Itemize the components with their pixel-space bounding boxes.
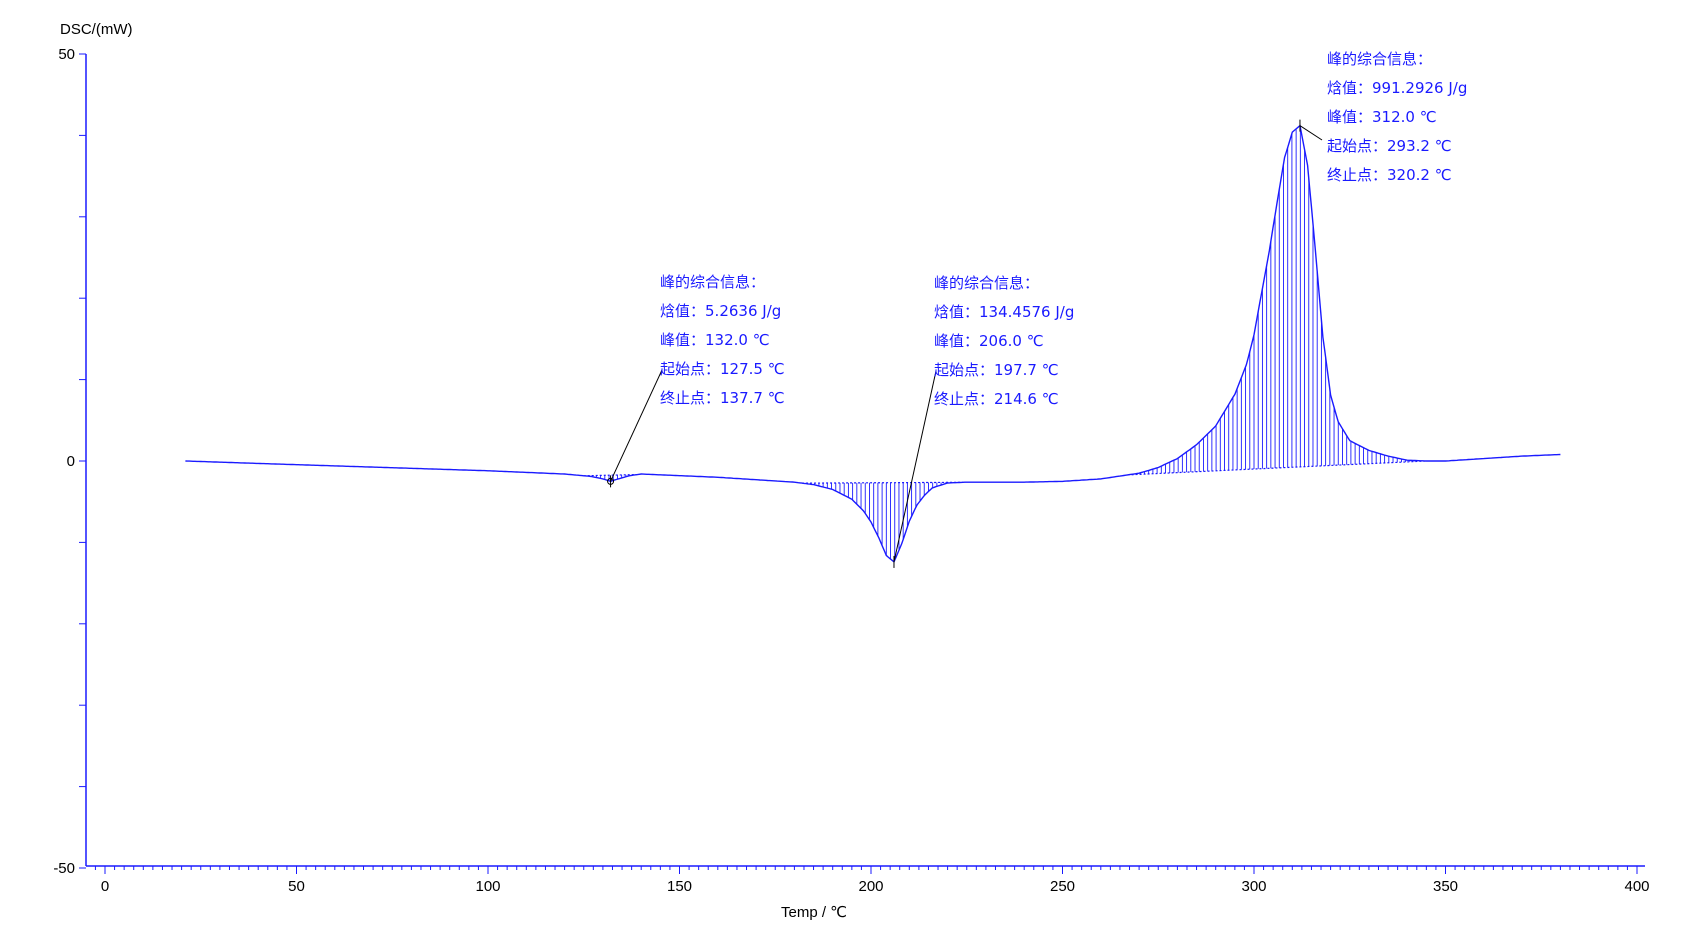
peak-onset: 起始点：197.7 ℃ <box>934 361 1059 379</box>
peak-heading-label: 峰的综合信息： <box>660 273 765 291</box>
peak-marker-circle <box>607 477 615 485</box>
x-tick-label: 0 <box>101 878 109 895</box>
peak-end-label: 终止点： <box>934 390 994 408</box>
integration-hatching <box>591 127 1415 561</box>
peak-enthalpy: 焓值：5.2636 J/g <box>660 302 781 320</box>
peak-enthalpy: 焓值：134.4576 J/g <box>934 303 1074 321</box>
peak-temperature: 峰值：312.0 ℃ <box>1327 108 1437 126</box>
dsc-curve <box>185 124 1561 564</box>
peak-onset-value: 293.2 ℃ <box>1387 137 1452 155</box>
peak-heading: 峰的综合信息： <box>934 274 1039 292</box>
peak-info-3: 峰的综合信息：焓值：991.2926 J/g峰值：312.0 ℃起始点：293.… <box>1299 50 1467 184</box>
peak-end-value: 320.2 ℃ <box>1387 166 1452 184</box>
peak-end-label: 终止点： <box>660 389 720 407</box>
y-axis-label: DSC/(mW) <box>60 21 132 38</box>
peak-temperature-value: 312.0 ℃ <box>1372 108 1437 126</box>
peak-enthalpy-value: 134.4576 J/g <box>979 303 1074 321</box>
peak-temperature-label: 峰值： <box>1327 108 1372 126</box>
baseline-1 <box>583 473 638 477</box>
x-tick-label: 150 <box>667 878 692 895</box>
peak-end: 终止点：320.2 ℃ <box>1327 166 1452 184</box>
peak-onset: 起始点：293.2 ℃ <box>1327 137 1452 155</box>
baseline-2 <box>802 481 963 484</box>
x-tick-label: 200 <box>858 878 883 895</box>
peak-end: 终止点：214.6 ℃ <box>934 390 1059 408</box>
peak-leader-line <box>610 369 663 482</box>
peak-end-label: 终止点： <box>1327 166 1387 184</box>
peak-temperature-label: 峰值： <box>934 332 979 350</box>
peak-enthalpy-label: 焓值： <box>660 302 705 320</box>
x-axis-label: Temp / ℃ <box>781 904 847 921</box>
peak-info-1: 峰的综合信息：焓值：5.2636 J/g峰值：132.0 ℃起始点：127.5 … <box>607 273 785 488</box>
axes <box>85 54 1645 867</box>
peak-temperature-value: 206.0 ℃ <box>979 332 1044 350</box>
peak-end: 终止点：137.7 ℃ <box>660 389 785 407</box>
tick-labels: 0 50 100 150 200 250 300 350 400 50 0 -50 <box>53 46 1649 895</box>
x-tick-label: 50 <box>288 878 305 895</box>
peak-heading-label: 峰的综合信息： <box>1327 50 1432 68</box>
peak-heading: 峰的综合信息： <box>660 273 765 291</box>
x-tick-label: 300 <box>1241 878 1266 895</box>
peak-leader-line <box>893 370 937 563</box>
peak-temperature-value: 132.0 ℃ <box>705 331 770 349</box>
peak-info-2: 峰的综合信息：焓值：134.4576 J/g峰值：206.0 ℃起始点：197.… <box>893 274 1074 568</box>
peak-onset: 起始点：127.5 ℃ <box>660 360 785 378</box>
peak-enthalpy-label: 焓值： <box>934 303 979 321</box>
peak-heading: 峰的综合信息： <box>1327 50 1432 68</box>
x-tick-label: 250 <box>1050 878 1075 895</box>
peak-onset-value: 127.5 ℃ <box>720 360 785 378</box>
peak-onset-value: 197.7 ℃ <box>994 361 1059 379</box>
peak-enthalpy-label: 焓值： <box>1327 79 1372 97</box>
peak-end-value: 214.6 ℃ <box>994 390 1059 408</box>
x-tick-label: 400 <box>1624 878 1649 895</box>
peak-annotations: 峰的综合信息：焓值：5.2636 J/g峰值：132.0 ℃起始点：127.5 … <box>607 50 1467 568</box>
peak-temperature: 峰值：132.0 ℃ <box>660 331 770 349</box>
peak-enthalpy: 焓值：991.2926 J/g <box>1327 79 1467 97</box>
dsc-curve-layer <box>185 124 1561 564</box>
peak-onset-label: 起始点： <box>660 360 720 378</box>
y-tick-label: -50 <box>53 860 75 877</box>
x-tick-label: 100 <box>475 878 500 895</box>
baselines <box>583 460 1427 484</box>
baseline-3 <box>1127 460 1427 476</box>
peak-enthalpy-value: 5.2636 J/g <box>705 302 781 320</box>
tick-marks <box>79 53 1638 874</box>
peak-onset-label: 起始点： <box>1327 137 1387 155</box>
peak-onset-label: 起始点： <box>934 361 994 379</box>
peak-end-value: 137.7 ℃ <box>720 389 785 407</box>
peak-heading-label: 峰的综合信息： <box>934 274 1039 292</box>
peak-temperature-label: 峰值： <box>660 331 705 349</box>
y-tick-label: 50 <box>58 46 75 63</box>
y-tick-label: 0 <box>67 453 75 470</box>
peak-temperature: 峰值：206.0 ℃ <box>934 332 1044 350</box>
x-tick-label: 350 <box>1433 878 1458 895</box>
peak-enthalpy-value: 991.2926 J/g <box>1372 79 1467 97</box>
peak-leader-line <box>1299 125 1323 141</box>
